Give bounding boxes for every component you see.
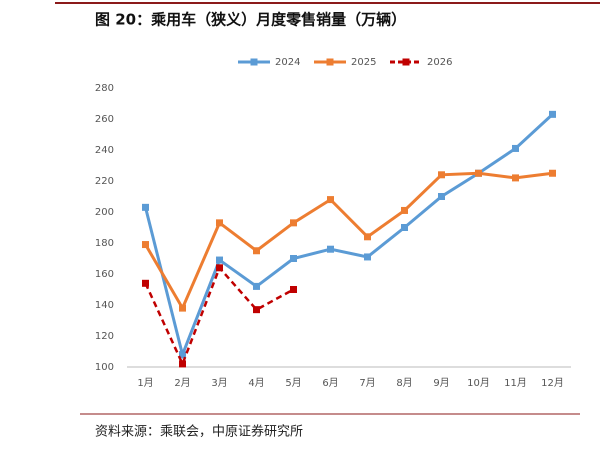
point — [512, 144, 519, 152]
y-tick-label: 200 — [95, 207, 114, 218]
point — [327, 196, 334, 204]
point — [253, 282, 260, 290]
legend-label: 2026 — [427, 57, 452, 68]
x-tick-label: 5月 — [285, 377, 301, 389]
point — [290, 219, 297, 227]
point — [401, 206, 408, 214]
x-tick-label: 8月 — [396, 377, 412, 389]
x-tick-label: 11月 — [504, 377, 527, 389]
legend-label: 2025 — [351, 57, 376, 68]
x-tick-label: 10月 — [467, 377, 490, 389]
point — [290, 286, 297, 293]
series-line — [144, 171, 553, 312]
y-tick-label: 100 — [95, 362, 114, 373]
x-tick-label: 2月 — [174, 377, 190, 389]
y-tick-label: 240 — [95, 145, 114, 156]
point — [179, 360, 186, 368]
legend-marker — [326, 58, 334, 66]
y-tick-label: 160 — [95, 269, 114, 280]
point — [253, 306, 260, 314]
point — [142, 203, 149, 211]
point — [438, 171, 445, 179]
point — [216, 219, 223, 227]
point — [142, 241, 149, 249]
x-tick-label: 7月 — [359, 377, 375, 389]
legend-marker — [402, 58, 410, 66]
legend-marker — [250, 58, 258, 66]
point — [401, 224, 408, 231]
chart-title: 图 20：乘用车（狭义）月度零售销量（万辆） — [95, 11, 406, 29]
point — [179, 304, 186, 312]
point — [438, 193, 445, 200]
source: 资料来源：乘联会，中原证券研究所 — [95, 424, 303, 440]
point — [216, 256, 223, 264]
point — [549, 169, 556, 177]
point — [179, 351, 186, 359]
x-tick-label: 1月 — [137, 377, 153, 389]
y-tick-label: 120 — [95, 331, 114, 342]
x-tick-label: 6月 — [322, 377, 338, 389]
y-tick-label: 220 — [95, 176, 114, 187]
point — [475, 169, 482, 177]
x-tick-label: 12月 — [541, 377, 564, 389]
point — [364, 233, 371, 241]
point — [142, 279, 149, 287]
series-line — [144, 113, 554, 360]
point — [327, 245, 334, 253]
point — [253, 247, 260, 255]
point — [364, 253, 371, 261]
x-tick-label: 9月 — [433, 377, 449, 389]
x-tick-label: 4月 — [248, 377, 264, 389]
y-tick-label: 260 — [95, 114, 114, 125]
y-tick-label: 280 — [95, 83, 114, 94]
legend-label: 2024 — [275, 57, 300, 68]
point — [216, 264, 223, 272]
point — [290, 255, 297, 262]
y-tick-label: 140 — [95, 300, 114, 311]
x-tick-label: 3月 — [211, 377, 227, 389]
point — [512, 174, 519, 182]
point — [549, 110, 556, 118]
y-tick-label: 180 — [95, 238, 114, 249]
